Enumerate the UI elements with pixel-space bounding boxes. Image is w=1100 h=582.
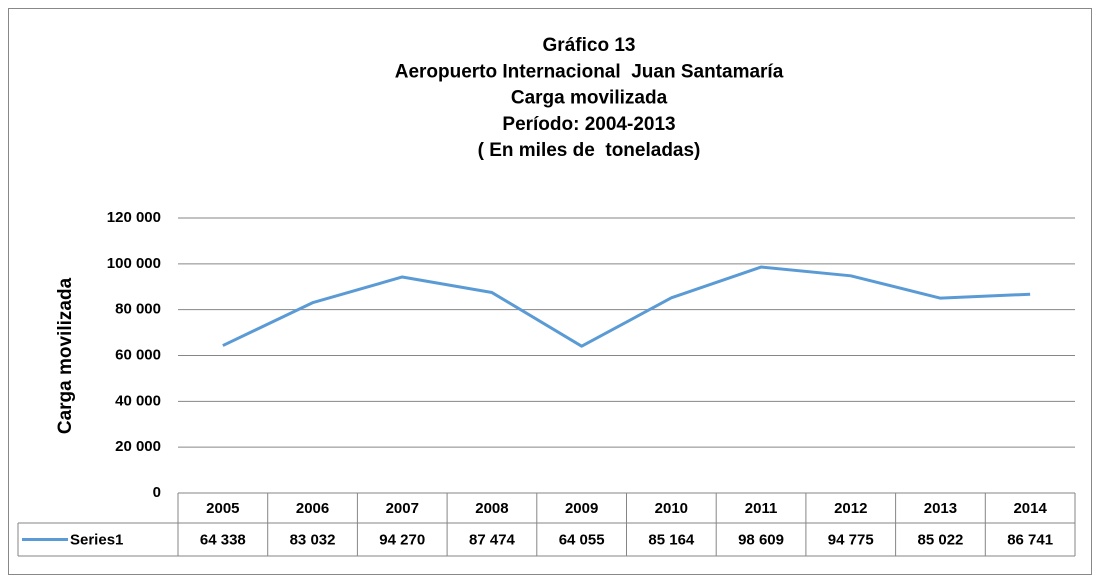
data-label: 98 609 — [738, 531, 784, 548]
data-label: 86 741 — [1007, 531, 1053, 548]
chart-title: Carga movilizada — [511, 88, 668, 109]
x-tick-label: 2009 — [565, 500, 598, 517]
x-tick-label: 2010 — [655, 500, 688, 517]
data-label: 85 164 — [648, 531, 695, 548]
y-tick-label: 20 000 — [115, 438, 161, 455]
data-label: 87 474 — [469, 531, 516, 548]
series-line — [222, 265, 1031, 348]
chart-title: Gráfico 13 — [543, 35, 636, 56]
y-tick-label: 120 000 — [107, 209, 161, 226]
x-tick-label: 2006 — [296, 500, 329, 517]
data-label: 83 032 — [290, 531, 336, 548]
x-tick-label: 2014 — [1013, 500, 1047, 517]
y-tick-label: 100 000 — [107, 255, 161, 272]
y-tick-label: 80 000 — [115, 301, 161, 318]
y-tick-label: 60 000 — [115, 346, 161, 363]
x-tick-label: 2012 — [834, 500, 867, 517]
x-tick-label: 2005 — [206, 500, 239, 517]
y-tick-label: 40 000 — [115, 392, 161, 409]
x-tick-label: 2008 — [475, 500, 508, 517]
chart-title: Período: 2004-2013 — [502, 114, 675, 135]
x-tick-label: 2011 — [745, 500, 778, 517]
data-label: 64 338 — [200, 531, 246, 548]
x-tick-label: 2013 — [924, 500, 957, 517]
x-tick-label: 2007 — [386, 500, 419, 517]
chart-title: Aeropuerto Internacional Juan Santamaría — [395, 61, 784, 82]
legend-label: Series1 — [70, 531, 123, 548]
chart-title: ( En miles de toneladas) — [478, 140, 701, 161]
data-label: 94 270 — [379, 531, 425, 548]
data-label: 94 775 — [828, 531, 874, 548]
y-tick-label: 0 — [153, 484, 161, 501]
data-label: 85 022 — [918, 531, 964, 548]
y-axis-title: Carga movilizada — [55, 277, 76, 434]
data-label: 64 055 — [559, 531, 605, 548]
